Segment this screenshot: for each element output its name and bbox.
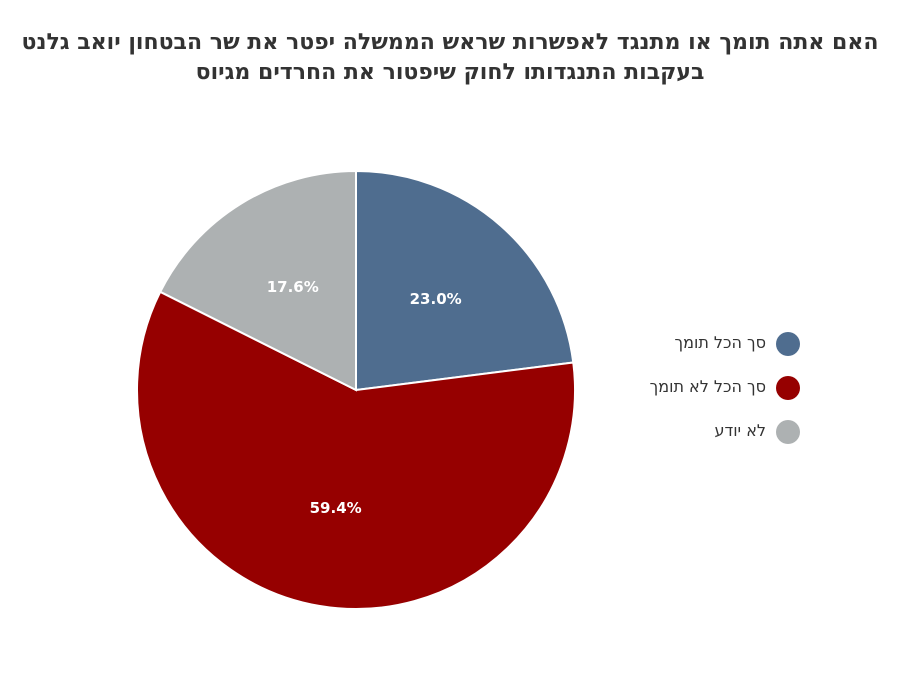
pie-slice-support[interactable] xyxy=(355,169,575,392)
legend-swatch-oppose xyxy=(776,376,800,400)
legend-item-support[interactable]: סך הכל תומך xyxy=(600,330,800,374)
slice-label-oppose: 59.4% xyxy=(310,499,362,517)
legend-label-dont-know: לא יודע xyxy=(714,421,766,440)
legend-item-oppose[interactable]: סך הכל לא תומך xyxy=(600,374,800,418)
slice-label-support: 23.0% xyxy=(410,290,462,308)
chart-title: האם אתה תומך או מתנגד לאפשרות שראש הממשל… xyxy=(20,28,880,88)
legend: סך הכל תומך סך הכל לא תומך לא יודע xyxy=(600,330,800,462)
legend-label-oppose: סך הכל לא תומך xyxy=(649,377,766,396)
chart-title-line-2: בעקבות התנגדותו לחוק שיפטור את החרדים מג… xyxy=(195,60,705,85)
legend-label-support: סך הכל תומך xyxy=(674,333,767,352)
slice-label-dont-know: 17.6% xyxy=(267,278,319,296)
chart-title-line-1: האם אתה תומך או מתנגד לאפשרות שראש הממשל… xyxy=(21,30,879,55)
pie-slice-oppose[interactable] xyxy=(136,290,576,610)
legend-swatch-support xyxy=(776,332,800,356)
legend-item-dont-know[interactable]: לא יודע xyxy=(600,418,800,462)
pie-slice-dont-know[interactable] xyxy=(158,169,357,392)
legend-swatch-dont-know xyxy=(776,420,800,444)
